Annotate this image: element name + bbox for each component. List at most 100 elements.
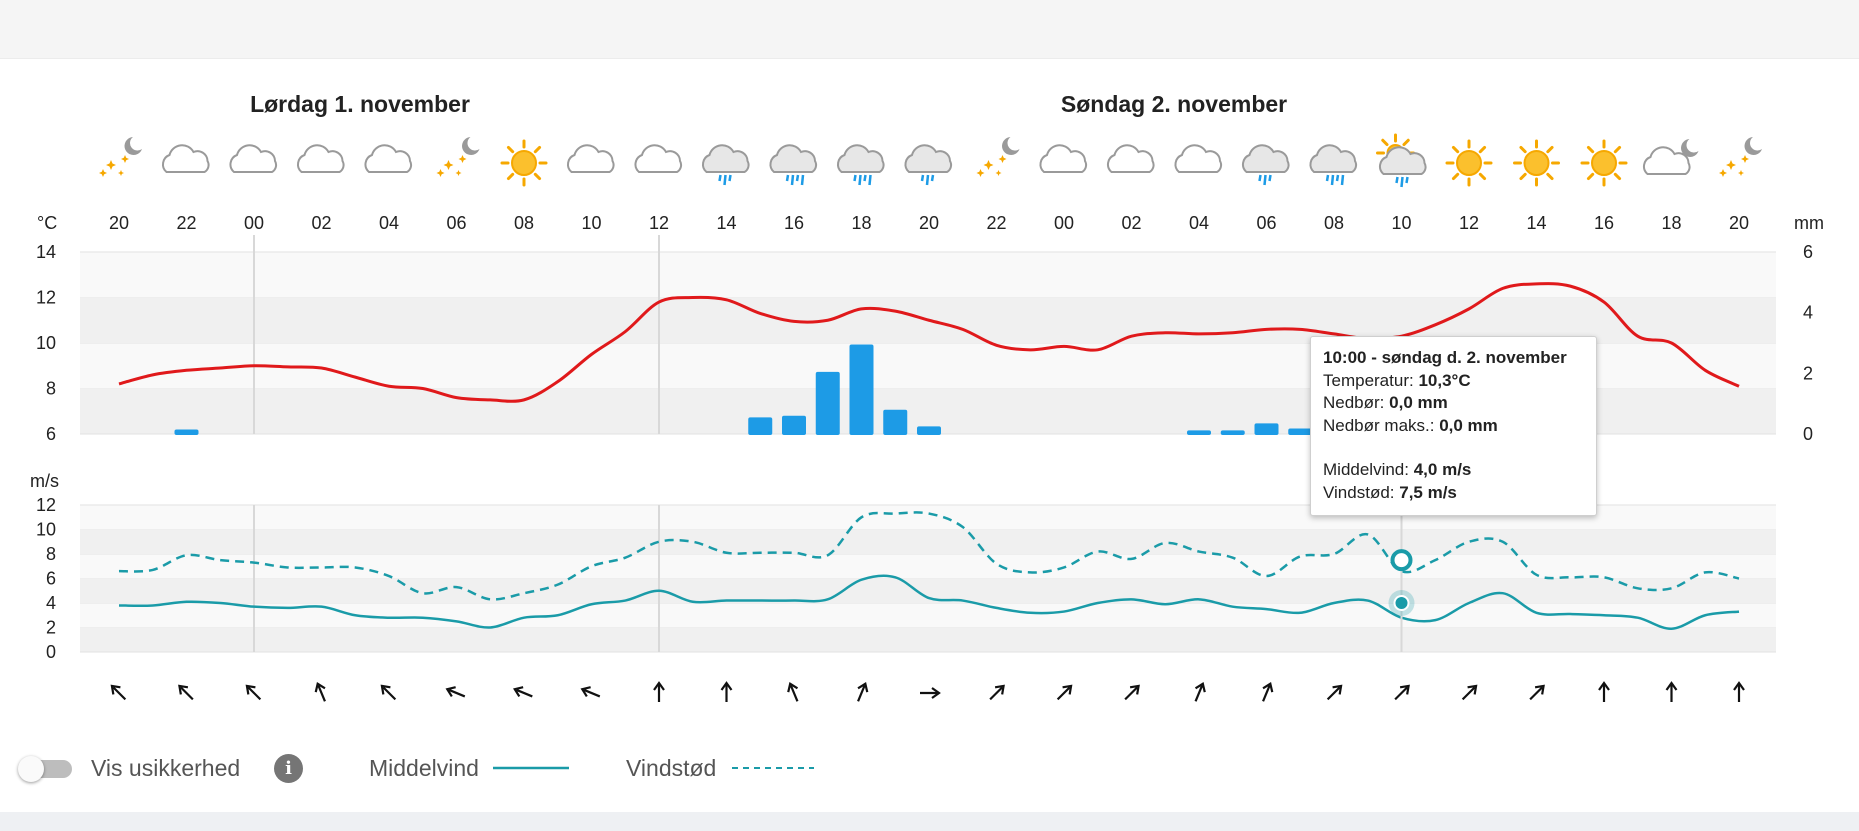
uncertainty-toggle-label: Vis usikkerhed: [91, 751, 240, 785]
wind-direction-arrow: [176, 682, 197, 703]
wind-tick-label: 12: [36, 495, 56, 515]
rain-drop: [720, 175, 721, 181]
arrow-shaft: [1328, 687, 1340, 699]
wind-direction-arrow: [580, 685, 601, 702]
temperature-tick-label: 8: [46, 379, 56, 399]
tooltip-precipitation-label: Nedbør:: [1323, 393, 1389, 412]
star-shape: [456, 170, 462, 176]
hour-label: 06: [1256, 213, 1276, 233]
rain-drop: [1327, 175, 1328, 181]
sun-ray: [1453, 147, 1457, 151]
toggle-knob: [18, 756, 44, 782]
rain-drop: [802, 175, 803, 185]
precipitation-tick-label: 4: [1803, 303, 1813, 323]
wind-band: [80, 579, 1776, 604]
legend-mean-wind[interactable]: Middelvind: [369, 751, 575, 785]
info-icon[interactable]: i: [274, 754, 303, 783]
precipitation-bar: [175, 429, 199, 435]
hour-label: 04: [379, 213, 399, 233]
star-shape: [118, 170, 124, 176]
sun-ray: [1615, 147, 1619, 151]
rain-drop: [1342, 175, 1343, 185]
arrow-shaft: [1463, 687, 1475, 699]
cloud-shape: [1040, 145, 1086, 172]
hour-label: 20: [109, 213, 129, 233]
star-shape: [1726, 160, 1736, 170]
wind-direction-arrow: [108, 682, 129, 703]
precipitation-bar: [850, 345, 874, 435]
tooltip-gust-label: Vindstød:: [1323, 483, 1399, 502]
precipitation-bar: [782, 416, 806, 435]
hour-label: 02: [311, 213, 331, 233]
sun-ray: [1615, 174, 1619, 178]
day-label-saturday: Lørdag 1. november: [250, 91, 470, 117]
hour-label: 10: [1391, 213, 1411, 233]
tooltip-precipitation-max-label: Nedbør maks.:: [1323, 416, 1439, 435]
hour-label: 02: [1121, 213, 1141, 233]
cloud-shape: [635, 145, 681, 172]
cloud-shape: [703, 145, 749, 172]
sun-ray: [1480, 147, 1484, 151]
cloud-shape: [905, 145, 951, 172]
star-shape: [106, 160, 116, 170]
wind-direction-arrow: [722, 683, 732, 702]
cloud-shape: [770, 145, 816, 172]
sunny-icon: [1582, 141, 1626, 185]
star-shape: [1719, 169, 1727, 177]
hour-label: 00: [244, 213, 264, 233]
legend-solid-line-icon: [489, 763, 575, 773]
uncertainty-toggle[interactable]: [18, 756, 74, 780]
star-shape: [999, 155, 1007, 163]
arrow-shaft: [181, 687, 193, 699]
wind-band: [80, 628, 1776, 653]
hour-label: 00: [1054, 213, 1074, 233]
rain-drop: [860, 175, 861, 185]
wind-tick-label: 6: [46, 569, 56, 589]
clear-night-icon: [437, 137, 480, 177]
sun-ray: [508, 147, 512, 151]
sun-ray: [508, 174, 512, 178]
wind-tick-label: 10: [36, 520, 56, 540]
hour-label: 12: [649, 213, 669, 233]
clear-night-icon: [1719, 137, 1762, 177]
light-rain-icon: [703, 145, 749, 185]
precipitation-tick-label: 6: [1803, 242, 1813, 262]
sun-disc: [512, 151, 536, 175]
wind-direction-arrow: [987, 682, 1008, 703]
precipitation-bar: [1255, 423, 1279, 435]
rain-drop: [1265, 175, 1266, 185]
rain-drop: [1407, 177, 1408, 183]
precipitation-bar: [748, 417, 772, 435]
hour-label: 08: [1324, 213, 1344, 233]
chart-tooltip: 10:00 - søndag d. 2. november Temperatur…: [1310, 336, 1597, 516]
hour-label: 12: [1459, 213, 1479, 233]
wind-direction-arrow: [654, 683, 664, 702]
moon-shape: [125, 137, 142, 155]
star-shape: [977, 169, 985, 177]
moon-shape: [1002, 137, 1019, 155]
rain-drop: [797, 175, 798, 181]
hour-label: 18: [1661, 213, 1681, 233]
hour-label: 20: [1729, 213, 1749, 233]
arrow-shaft: [1530, 687, 1542, 699]
wind-band: [80, 530, 1776, 555]
wind-direction-arrow: [1734, 683, 1744, 702]
cloud-shape: [230, 145, 276, 172]
hour-label: 16: [1594, 213, 1614, 233]
wind-direction-arrow: [378, 682, 399, 703]
light-rain-icon: [1243, 145, 1289, 185]
precipitation-bar: [816, 372, 840, 435]
rain-icon: [838, 145, 884, 185]
wind-tick-label: 8: [46, 544, 56, 564]
sun-disc: [1592, 151, 1616, 175]
light-rain-icon: [905, 145, 951, 185]
legend-gust-label: Vindstød: [626, 755, 716, 782]
star-shape: [99, 169, 107, 177]
legend-gust[interactable]: Vindstød: [626, 751, 820, 785]
cloudy-icon: [365, 145, 411, 172]
cloud-shape: [1108, 145, 1154, 172]
precipitation-bar: [883, 410, 907, 435]
cloudy-icon: [1108, 145, 1154, 172]
hour-label: 20: [919, 213, 939, 233]
cloudy-icon: [163, 145, 209, 172]
